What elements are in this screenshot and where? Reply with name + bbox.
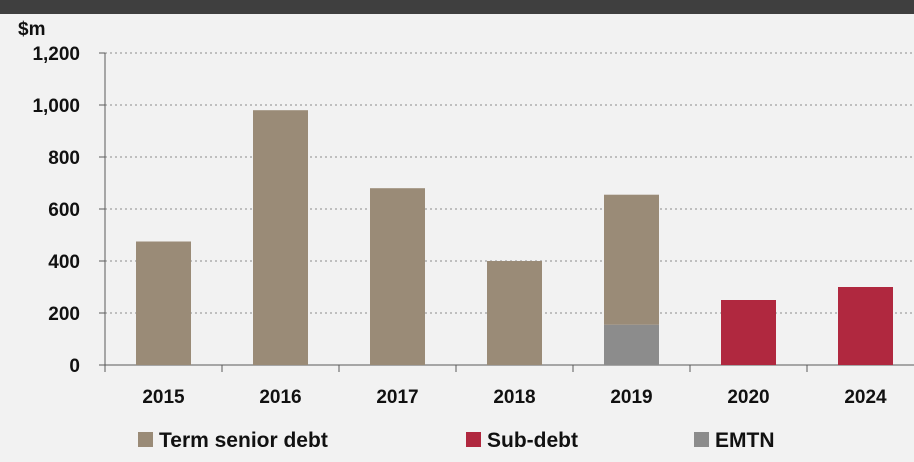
x-tick-label: 2024	[844, 387, 887, 408]
legend-label-term-senior-debt: Term senior debt	[159, 429, 328, 452]
legend-label-emtn: EMTN	[715, 429, 775, 452]
y-tick-label: 0	[69, 356, 80, 377]
bar-term-senior-debt-2018	[487, 261, 542, 365]
y-tick-label: 400	[48, 252, 80, 273]
x-tick-label: 2016	[259, 387, 301, 408]
y-tick-label: 1,200	[32, 44, 80, 65]
legend-swatch-term-senior-debt	[138, 432, 153, 447]
x-tick-label: 2018	[493, 387, 535, 408]
y-tick-label: 600	[48, 200, 80, 221]
y-tick-label: 200	[48, 304, 80, 325]
x-tick-label: 2017	[376, 387, 418, 408]
x-tick-label: 2015	[142, 387, 185, 408]
bar-emtn-2019	[604, 324, 659, 365]
bar-term-senior-debt-2017	[370, 188, 425, 365]
legend-label-sub-debt: Sub-debt	[487, 429, 578, 452]
y-tick-label: 1,000	[32, 96, 80, 117]
y-tick-label: 800	[48, 148, 80, 169]
bar-term-senior-debt-2015	[136, 241, 191, 365]
x-tick-label: 2020	[727, 387, 769, 408]
legend-swatch-emtn	[694, 432, 709, 447]
legend-swatch-sub-debt	[466, 432, 481, 447]
chart-title-bar	[0, 0, 914, 14]
bar-term-senior-debt-2019	[604, 194, 659, 325]
bar-sub-debt-2020	[721, 300, 776, 365]
x-tick-label: 2019	[610, 387, 652, 408]
bar-term-senior-debt-2016	[253, 110, 308, 365]
y-axis-unit-label: $m	[18, 19, 45, 40]
bar-sub-debt-2024	[838, 287, 893, 365]
